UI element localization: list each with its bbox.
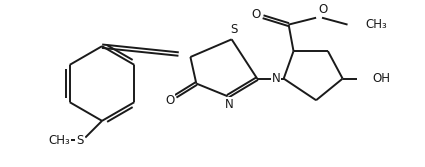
Text: S: S bbox=[77, 134, 84, 147]
Text: CH₃: CH₃ bbox=[48, 134, 70, 147]
Text: O: O bbox=[165, 94, 174, 107]
Text: O: O bbox=[318, 3, 327, 16]
Text: N: N bbox=[225, 98, 234, 111]
Text: OH: OH bbox=[372, 72, 390, 85]
Text: S: S bbox=[230, 23, 237, 36]
Text: N: N bbox=[272, 72, 280, 85]
Text: CH₃: CH₃ bbox=[365, 18, 387, 31]
Text: O: O bbox=[252, 8, 261, 21]
